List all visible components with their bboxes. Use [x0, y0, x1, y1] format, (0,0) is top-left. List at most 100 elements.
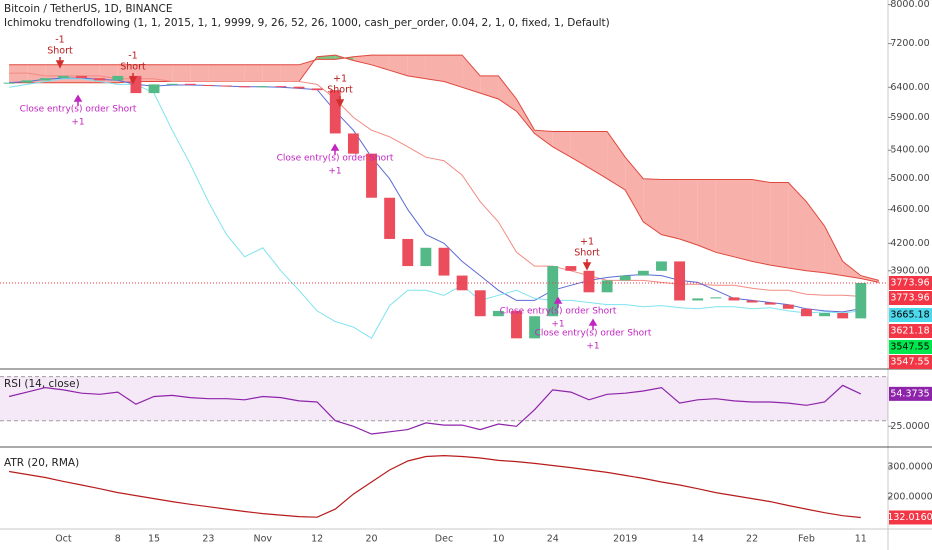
signal-arrow	[128, 73, 138, 85]
cloud-span-a	[9, 54, 880, 283]
cloud-segment	[534, 130, 553, 147]
price-marker-box	[889, 276, 932, 290]
x-tick-label: 11	[855, 534, 867, 545]
panel-title: ATR (20, RMA)	[4, 457, 79, 469]
candle	[402, 238, 414, 267]
signal-arrow	[582, 259, 592, 271]
candle	[39, 78, 51, 81]
candle	[801, 308, 812, 317]
exit-arrow	[330, 143, 340, 155]
y-tick-label: 3900.00	[890, 265, 929, 276]
candle	[601, 280, 613, 293]
cloud-segment	[733, 179, 753, 262]
candle	[565, 266, 577, 271]
price-marker-label: 3773.96	[890, 278, 929, 289]
exit-label: Close entry(s) order Short	[535, 329, 652, 339]
cloud-segment	[9, 64, 28, 83]
cloud-segment	[643, 178, 662, 235]
candle	[782, 304, 794, 309]
price-marker-box	[889, 340, 932, 354]
candle	[674, 261, 686, 301]
x-tick-label: 10	[492, 534, 504, 545]
candle	[420, 247, 432, 267]
exit-qty: +1	[551, 320, 564, 330]
cloud-segment	[752, 179, 771, 266]
x-tick-label: Nov	[254, 534, 273, 545]
cloud-segment	[190, 64, 209, 82]
signal-arrow	[335, 96, 345, 108]
x-tick-label: Dec	[435, 534, 453, 545]
signal-label: Short	[574, 248, 600, 259]
candle	[746, 300, 758, 303]
candle	[583, 270, 595, 293]
price-marker-box	[889, 308, 932, 322]
signal-label: Short	[47, 46, 73, 57]
candle	[311, 88, 323, 91]
exit-arrow	[588, 318, 598, 330]
cloud-segment	[498, 75, 517, 112]
signal-qty: -1	[128, 51, 137, 62]
candle	[692, 298, 704, 301]
candle	[547, 266, 559, 317]
cloud-segment	[317, 55, 336, 60]
candle	[764, 302, 776, 305]
y-tick-label: 4200.00	[890, 238, 929, 249]
x-tick-label: Oct	[55, 534, 72, 545]
price-marker-label: 3547.55	[890, 342, 929, 353]
candle	[221, 85, 232, 87]
cloud-segment	[63, 64, 82, 83]
y-tick-label: 200.0000	[887, 492, 932, 503]
cloud-segment	[824, 226, 843, 276]
candle	[275, 86, 287, 88]
cloud-segment	[625, 157, 644, 222]
exit-qty: +1	[586, 342, 599, 352]
candle	[529, 316, 541, 339]
x-tick-label: 12	[311, 534, 323, 545]
candle	[112, 75, 124, 81]
candle	[366, 153, 377, 198]
candle	[511, 310, 522, 339]
exit-label: Close entry(s) order Short	[277, 154, 394, 164]
candle	[202, 84, 214, 86]
cloud-segment	[407, 55, 426, 79]
candle	[474, 290, 486, 317]
exit-arrow	[73, 94, 83, 106]
x-tick-label: 14	[692, 534, 704, 545]
indicator-settings: Ichimoku trendfollowing (1, 1, 2015, 1, …	[4, 17, 610, 29]
candle	[21, 80, 33, 83]
candle	[347, 133, 359, 154]
cloud-segment	[208, 64, 227, 82]
signal-qty: -1	[55, 35, 64, 46]
candle	[619, 275, 631, 281]
value-marker-label: 132.0160	[887, 512, 932, 523]
cloud-segment	[679, 179, 698, 246]
indicator-line	[8, 384, 862, 435]
cloud-segment	[842, 261, 861, 279]
y-tick-label: 5000.00	[890, 173, 929, 184]
cloud-segment	[770, 182, 789, 268]
y-tick-label: 6400.00	[890, 82, 929, 93]
signal-arrow	[55, 57, 65, 69]
cloud-span-b	[9, 54, 880, 281]
candle	[384, 197, 396, 239]
candle	[57, 75, 69, 79]
rsi-band	[0, 376, 888, 421]
candle	[492, 310, 504, 317]
exit-qty: +1	[71, 118, 84, 128]
candle	[819, 313, 831, 317]
candle	[329, 90, 341, 134]
signal-qty: +1	[333, 74, 347, 85]
y-tick-label: 5900.00	[890, 112, 929, 123]
value-marker-label: 54.3735	[890, 388, 929, 399]
x-tick-label: 24	[547, 534, 559, 545]
candle	[855, 282, 867, 319]
y-tick-label: 4600.00	[890, 204, 929, 215]
price-marker-label: 3621.18	[890, 326, 929, 337]
candle	[637, 270, 649, 276]
signal-qty: +1	[580, 237, 594, 248]
candle	[184, 83, 196, 85]
cloud-segment	[262, 64, 281, 82]
cloud-segment	[444, 55, 463, 88]
candle	[94, 78, 106, 81]
